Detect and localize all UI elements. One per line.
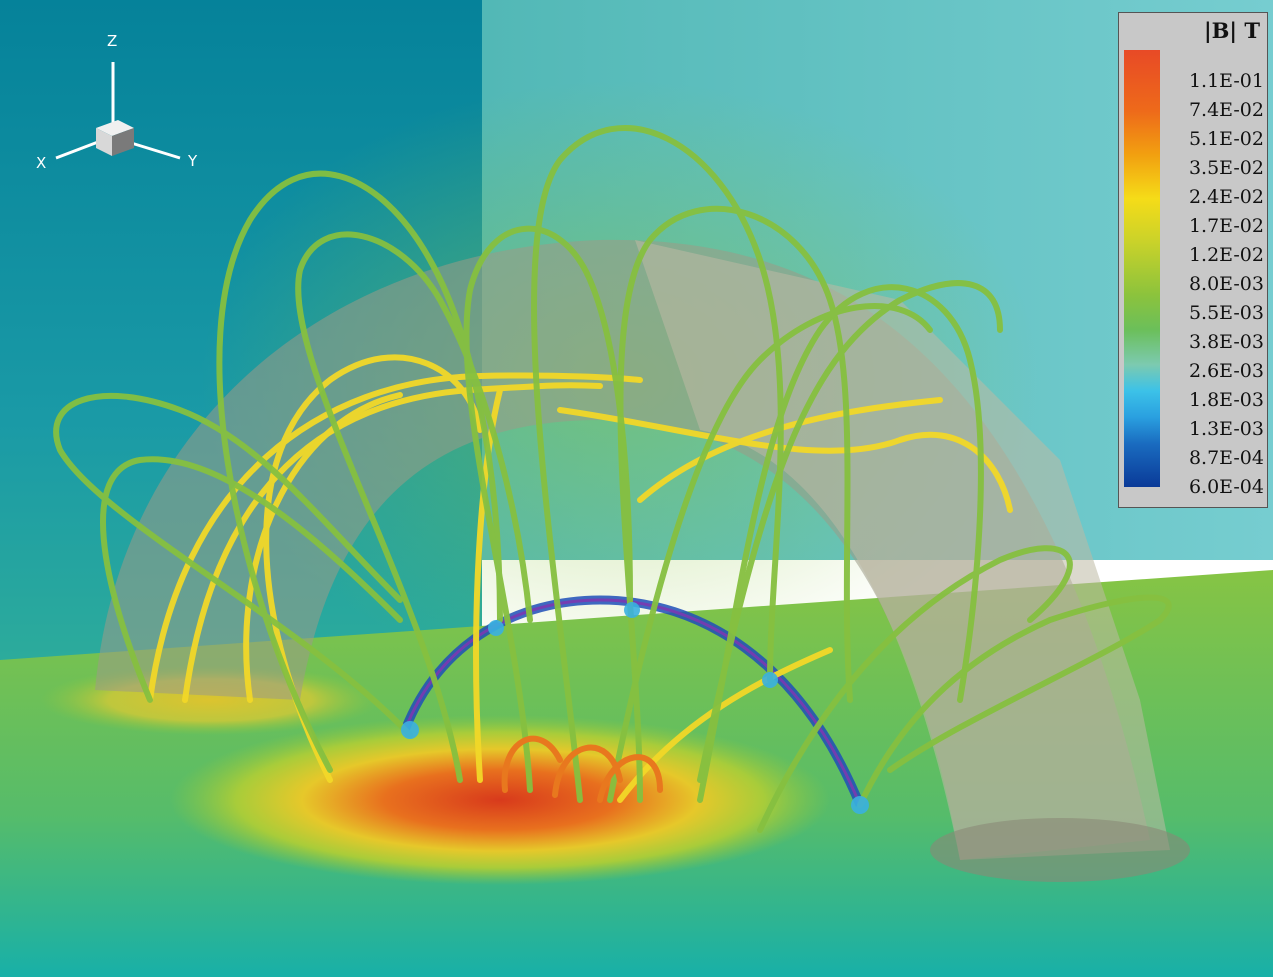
- legend-label: 3.8E-03: [1188, 331, 1264, 353]
- legend-label: 3.5E-02: [1188, 157, 1264, 179]
- legend-title: |B| T: [1204, 18, 1260, 43]
- legend-label: 2.4E-02: [1188, 186, 1264, 208]
- legend-label: 5.5E-03: [1188, 302, 1264, 324]
- legend-label: 5.1E-02: [1188, 128, 1264, 150]
- axis-cube: [96, 120, 134, 156]
- legend-label: 6.0E-04: [1188, 476, 1264, 498]
- legend-label: 8.7E-04: [1188, 447, 1264, 469]
- axis-label-x: X: [36, 154, 47, 172]
- legend-label: 7.4E-02: [1188, 99, 1264, 121]
- axis-label-y: Y: [188, 152, 198, 170]
- legend-color-bar: [1124, 50, 1160, 487]
- legend-label: 8.0E-03: [1188, 273, 1264, 295]
- legend-label: 1.2E-02: [1188, 244, 1264, 266]
- legend-label: 1.7E-02: [1188, 215, 1264, 237]
- legend-label: 1.1E-01: [1188, 70, 1264, 92]
- axis-label-z: Z: [107, 32, 118, 50]
- legend-label: 1.8E-03: [1188, 389, 1264, 411]
- legend-label: 1.3E-03: [1188, 418, 1264, 440]
- legend-label: 2.6E-03: [1188, 360, 1264, 382]
- axis-triad: [55, 62, 181, 160]
